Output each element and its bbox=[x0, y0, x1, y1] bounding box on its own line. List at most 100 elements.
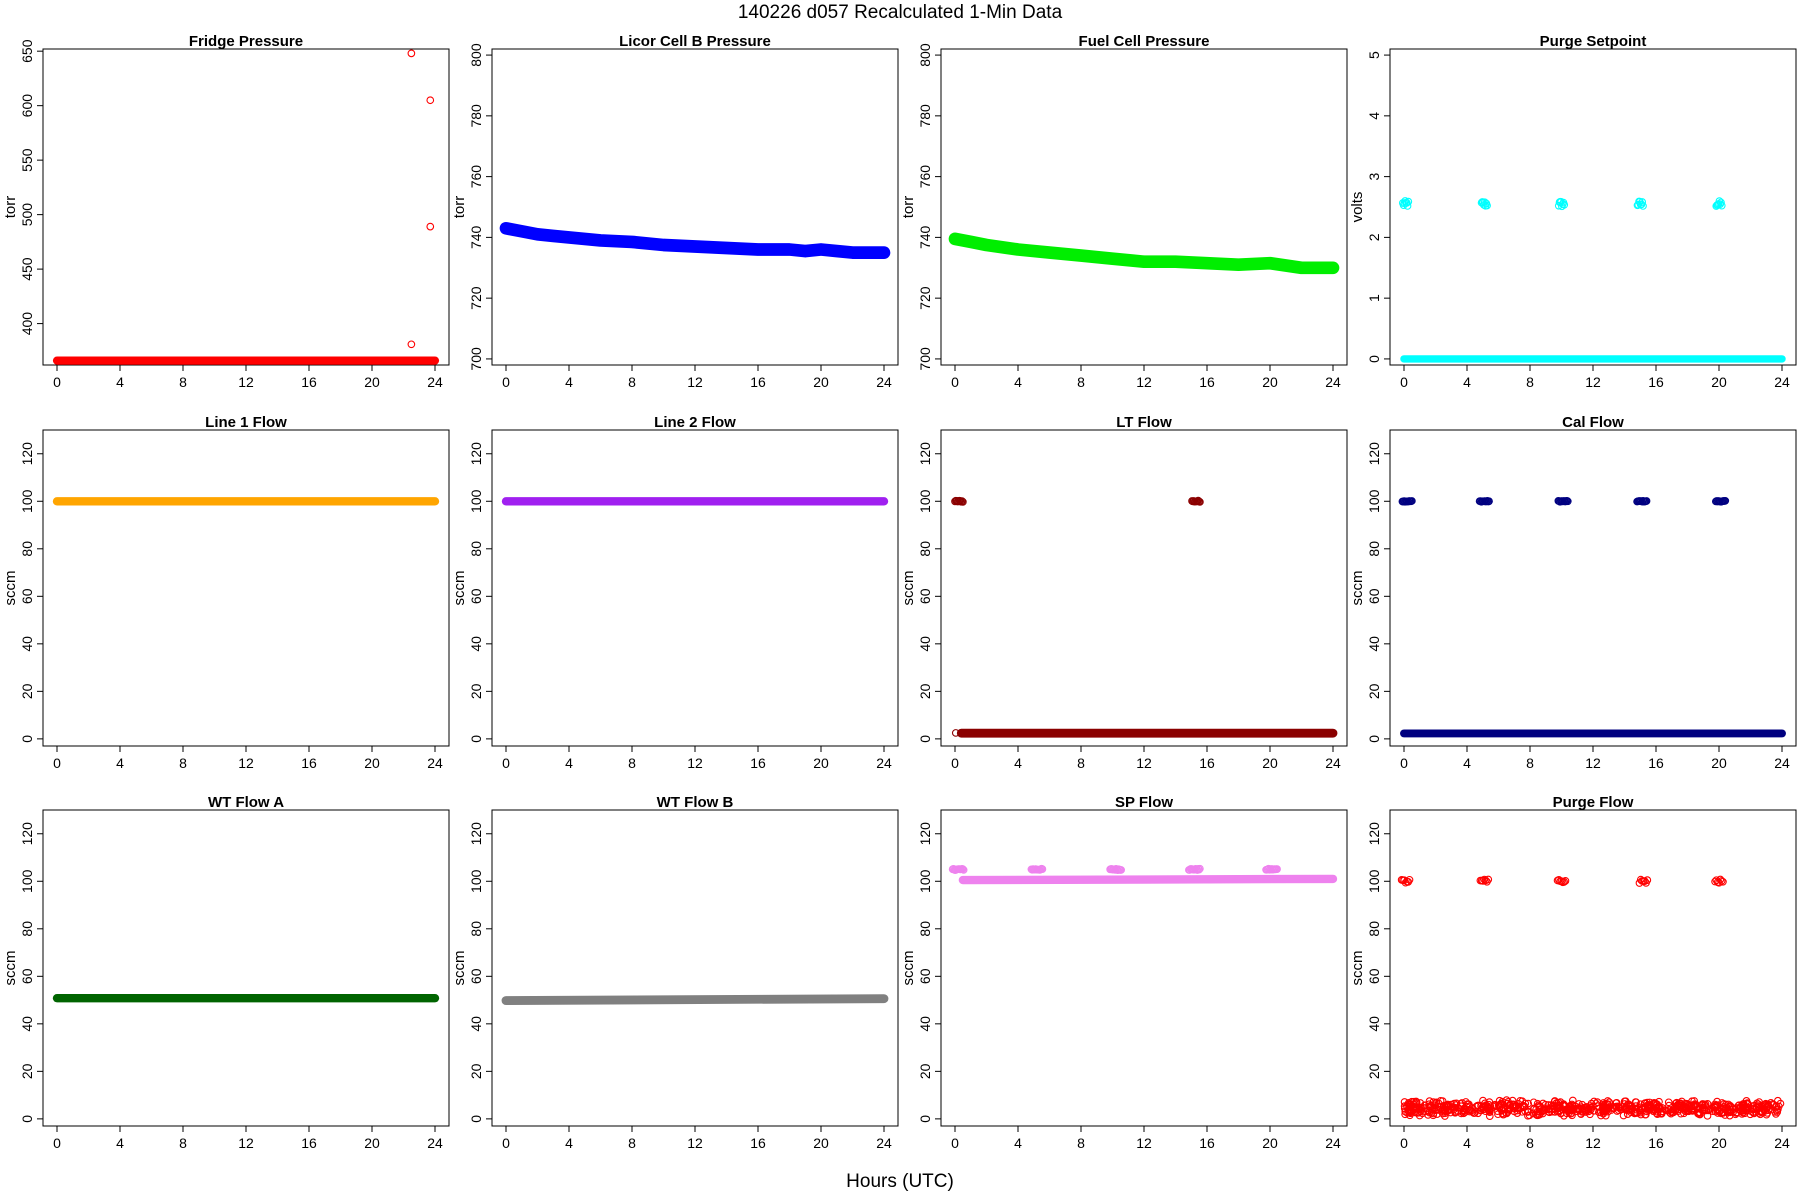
data-point bbox=[1402, 199, 1411, 207]
data-point bbox=[1726, 1101, 1735, 1110]
y-tick-label: 0 bbox=[19, 735, 35, 743]
x-tick-label: 4 bbox=[565, 755, 573, 771]
data-point bbox=[959, 866, 968, 874]
y-tick-label: 3 bbox=[1366, 173, 1382, 181]
panel-title: Purge Setpoint bbox=[1540, 33, 1647, 50]
y-tick-label: 720 bbox=[917, 286, 933, 310]
data-point bbox=[1715, 197, 1724, 205]
data-point bbox=[1729, 1108, 1738, 1116]
data-point bbox=[1401, 1107, 1410, 1116]
data-point bbox=[407, 49, 416, 58]
y-tick-label: 780 bbox=[468, 104, 484, 128]
data-band bbox=[958, 874, 1338, 885]
x-tick-label: 16 bbox=[1199, 374, 1215, 390]
y-tick-label: 0 bbox=[19, 1115, 35, 1123]
data-point bbox=[1640, 1099, 1649, 1108]
x-tick-label: 12 bbox=[238, 1135, 254, 1151]
y-tick-label: 80 bbox=[1366, 921, 1382, 937]
data-point bbox=[1403, 202, 1412, 210]
y-tick-label: 40 bbox=[1366, 636, 1382, 652]
x-tick-label: 4 bbox=[116, 374, 124, 390]
panel-title: Fuel Cell Pressure bbox=[1079, 33, 1210, 50]
series-group bbox=[499, 221, 891, 259]
x-tick-label: 12 bbox=[1585, 1135, 1601, 1151]
data-point bbox=[1539, 1105, 1548, 1114]
x-tick-label: 8 bbox=[1077, 374, 1085, 390]
y-tick-label: 100 bbox=[1366, 489, 1382, 513]
x-tick-label: 24 bbox=[1774, 755, 1790, 771]
data-point bbox=[1421, 1101, 1429, 1110]
y-tick-label: 20 bbox=[468, 1063, 484, 1079]
y-axis-label: volts bbox=[1349, 192, 1366, 223]
x-tick-label: 20 bbox=[1262, 374, 1278, 390]
data-point bbox=[1483, 1103, 1491, 1112]
data-point bbox=[1191, 864, 1200, 873]
y-axis-label: sccm bbox=[451, 951, 468, 986]
y-tick-label: 20 bbox=[1366, 683, 1382, 699]
x-tick-label: 0 bbox=[53, 1135, 61, 1151]
x-tick-label: 20 bbox=[364, 374, 380, 390]
y-tick-label: 5 bbox=[1366, 51, 1382, 59]
x-tick-label: 20 bbox=[364, 1135, 380, 1151]
y-tick-label: 720 bbox=[468, 286, 484, 310]
data-point bbox=[1714, 1109, 1722, 1117]
data-point bbox=[1401, 1110, 1409, 1119]
data-point bbox=[1523, 1107, 1532, 1116]
x-tick-label: 16 bbox=[750, 374, 766, 390]
x-tick-label: 24 bbox=[876, 755, 892, 771]
x-tick-label: 0 bbox=[951, 1135, 959, 1151]
data-point bbox=[1773, 1108, 1782, 1116]
x-tick-label: 0 bbox=[1400, 374, 1408, 390]
chart-panel: Fuel Cell Pressure torr 0 4 8 12 16 20 24 700 720 7… bbox=[900, 33, 1348, 390]
x-tick-label: 20 bbox=[1711, 755, 1727, 771]
plot-frame bbox=[42, 48, 450, 366]
y-tick-label: 40 bbox=[917, 636, 933, 652]
data-point bbox=[1664, 1098, 1673, 1107]
data-point bbox=[1631, 1109, 1640, 1117]
y-tick-label: 1 bbox=[1366, 294, 1382, 302]
y-tick-label: 700 bbox=[468, 347, 484, 371]
x-tick-label: 20 bbox=[813, 374, 829, 390]
y-tick-label: 60 bbox=[468, 968, 484, 984]
data-point bbox=[1425, 1100, 1433, 1109]
data-point bbox=[1196, 864, 1204, 873]
y-tick-label: 80 bbox=[19, 921, 35, 937]
y-axis-label: torr bbox=[900, 196, 917, 219]
data-point bbox=[1765, 1104, 1774, 1113]
y-tick-label: 40 bbox=[1366, 1016, 1382, 1032]
x-tick-label: 20 bbox=[1711, 1135, 1727, 1151]
x-tick-label: 8 bbox=[179, 374, 187, 390]
y-tick-label: 120 bbox=[19, 822, 35, 846]
x-tick-label: 0 bbox=[53, 755, 61, 771]
x-tick-label: 16 bbox=[1648, 374, 1664, 390]
data-point bbox=[1600, 1107, 1609, 1116]
y-tick-label: 80 bbox=[917, 921, 933, 937]
x-tick-label: 4 bbox=[116, 755, 124, 771]
y-tick-label: 40 bbox=[468, 1016, 484, 1032]
y-tick-label: 60 bbox=[1366, 968, 1382, 984]
y-axis-label: torr bbox=[451, 196, 468, 219]
data-point bbox=[1433, 1110, 1441, 1118]
y-axis-label: sccm bbox=[1349, 951, 1366, 986]
y-tick-label: 60 bbox=[1366, 588, 1382, 604]
x-tick-label: 12 bbox=[687, 1135, 703, 1151]
panel-title: SP Flow bbox=[1115, 794, 1173, 811]
x-tick-label: 16 bbox=[750, 755, 766, 771]
series-group bbox=[948, 232, 1340, 275]
plot-frame bbox=[42, 809, 450, 1127]
y-axis-label: sccm bbox=[2, 951, 19, 986]
data-point bbox=[1719, 877, 1727, 886]
data-point bbox=[1195, 865, 1203, 874]
data-point bbox=[1436, 1096, 1445, 1105]
x-tick-label: 20 bbox=[1711, 374, 1727, 390]
data-point bbox=[1416, 1103, 1424, 1112]
x-tick-label: 8 bbox=[1077, 1135, 1085, 1151]
x-tick-label: 12 bbox=[238, 374, 254, 390]
y-tick-label: 700 bbox=[917, 347, 933, 371]
data-point bbox=[1639, 202, 1647, 210]
data-point bbox=[1772, 1110, 1780, 1118]
x-tick-label: 24 bbox=[1774, 1135, 1790, 1151]
data-point bbox=[1703, 1111, 1712, 1120]
